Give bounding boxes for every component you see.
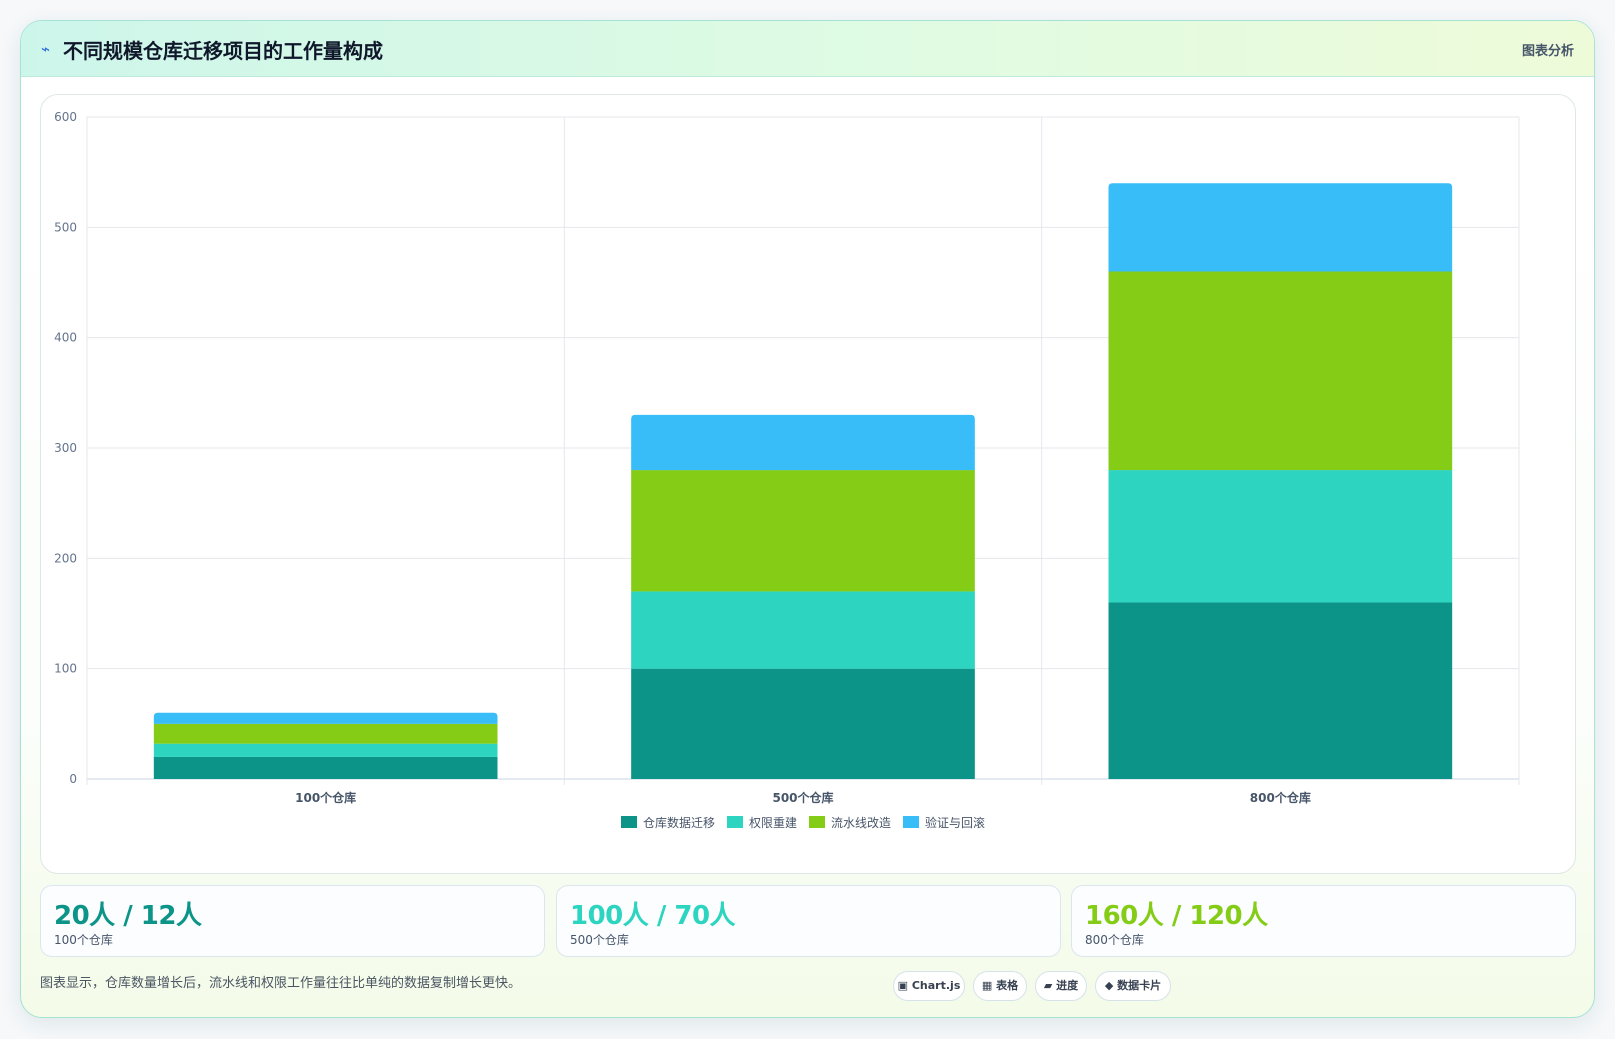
legend-label: 验证与回滚: [925, 815, 985, 830]
bar-segment: [1108, 183, 1453, 272]
chip-progress[interactable]: ▰ 进度: [1035, 971, 1087, 1001]
bar-segment: [1108, 271, 1453, 471]
legend-label: 权限重建: [749, 816, 797, 830]
bar-segment: [1108, 602, 1453, 779]
bar-segment: [631, 470, 975, 592]
chart-card: ⌁ 不同规模仓库迁移项目的工作量构成 图表分析 0 100 200 300 400 500…: [20, 20, 1595, 1018]
x-tick-label: 100个仓库: [295, 790, 356, 805]
stat-card-100: 20人 / 12人 100个仓库: [40, 885, 545, 957]
stat-cards: 20人 / 12人 100个仓库 100人 / 70人 500个仓库 160人 …: [40, 885, 1576, 957]
chip-label: 数据卡片: [1117, 979, 1162, 992]
x-tick-label: 800个仓库: [1250, 790, 1311, 805]
header-tag: 图表分析: [1521, 44, 1574, 59]
legend-swatch: [727, 816, 743, 828]
chip-label: 进度: [1056, 979, 1079, 992]
stat-card-800: 160人 / 120人 800个仓库: [1071, 885, 1576, 957]
chip-data-card[interactable]: ◆ 数据卡片: [1095, 971, 1171, 1001]
stat-label: 500个仓库: [570, 933, 629, 947]
legend-label: 仓库数据迁移: [643, 815, 715, 830]
x-tick-label: 500个仓库: [772, 790, 833, 805]
bar-segment: [631, 414, 975, 471]
y-tick-label: 200: [54, 551, 77, 565]
legend-swatch: [809, 816, 825, 828]
card-header: ⌁ 不同规模仓库迁移项目的工作量构成 图表分析: [21, 21, 1594, 77]
stat-label: 800个仓库: [1085, 933, 1144, 947]
bar-segment: [153, 712, 498, 724]
progress-icon: ▰: [1043, 979, 1053, 992]
stat-card-500: 100人 / 70人 500个仓库: [556, 885, 1061, 957]
chart-panel: 0 100 200 300 400 500 600 100个仓库 500个仓库 800个仓库仓库数…: [40, 94, 1576, 874]
legend-label: 流水线改造: [831, 816, 891, 830]
bar-segment: [1108, 470, 1453, 603]
y-tick-label: 300: [54, 441, 77, 455]
chart-footnote: 图表显示，仓库数量增长后，流水线和权限工作量往往比单纯的数据复制增长更快。: [40, 976, 522, 991]
chart-icon: ▣: [897, 979, 909, 992]
bar-segment: [153, 723, 498, 744]
page-title: 不同规模仓库迁移项目的工作量构成: [63, 39, 383, 63]
stacked-bar-chart: 0 100 200 300 400 500 600 100个仓库 500个仓库 800个仓库仓库数…: [54, 110, 1520, 830]
bar-segment: [631, 668, 975, 779]
diamond-icon: ◆: [1104, 979, 1114, 992]
trend-icon: ⌁: [41, 40, 51, 58]
y-tick-label: 400: [54, 331, 77, 345]
chip-chartjs[interactable]: ▣ Chart.js: [893, 971, 965, 1001]
chip-label: Chart.js: [911, 979, 961, 992]
table-icon: ▦: [981, 979, 993, 992]
chip-table[interactable]: ▦ 表格: [973, 971, 1027, 1001]
bar-segment: [631, 591, 975, 669]
legend-swatch: [903, 816, 919, 828]
stat-value: 20人 / 12人: [54, 901, 202, 931]
y-tick-label: 500: [54, 220, 77, 234]
stat-value: 160人 / 120人: [1085, 901, 1268, 931]
stat-label: 100个仓库: [54, 933, 113, 947]
chip-label: 表格: [996, 979, 1019, 992]
y-tick-label: 600: [54, 110, 77, 124]
bar-segment: [153, 756, 498, 779]
y-tick-label: 100: [54, 662, 77, 676]
stat-value: 100人 / 70人: [570, 901, 736, 931]
legend-swatch: [621, 816, 637, 828]
y-tick-label: 0: [69, 772, 77, 786]
bar-segment: [153, 743, 498, 757]
